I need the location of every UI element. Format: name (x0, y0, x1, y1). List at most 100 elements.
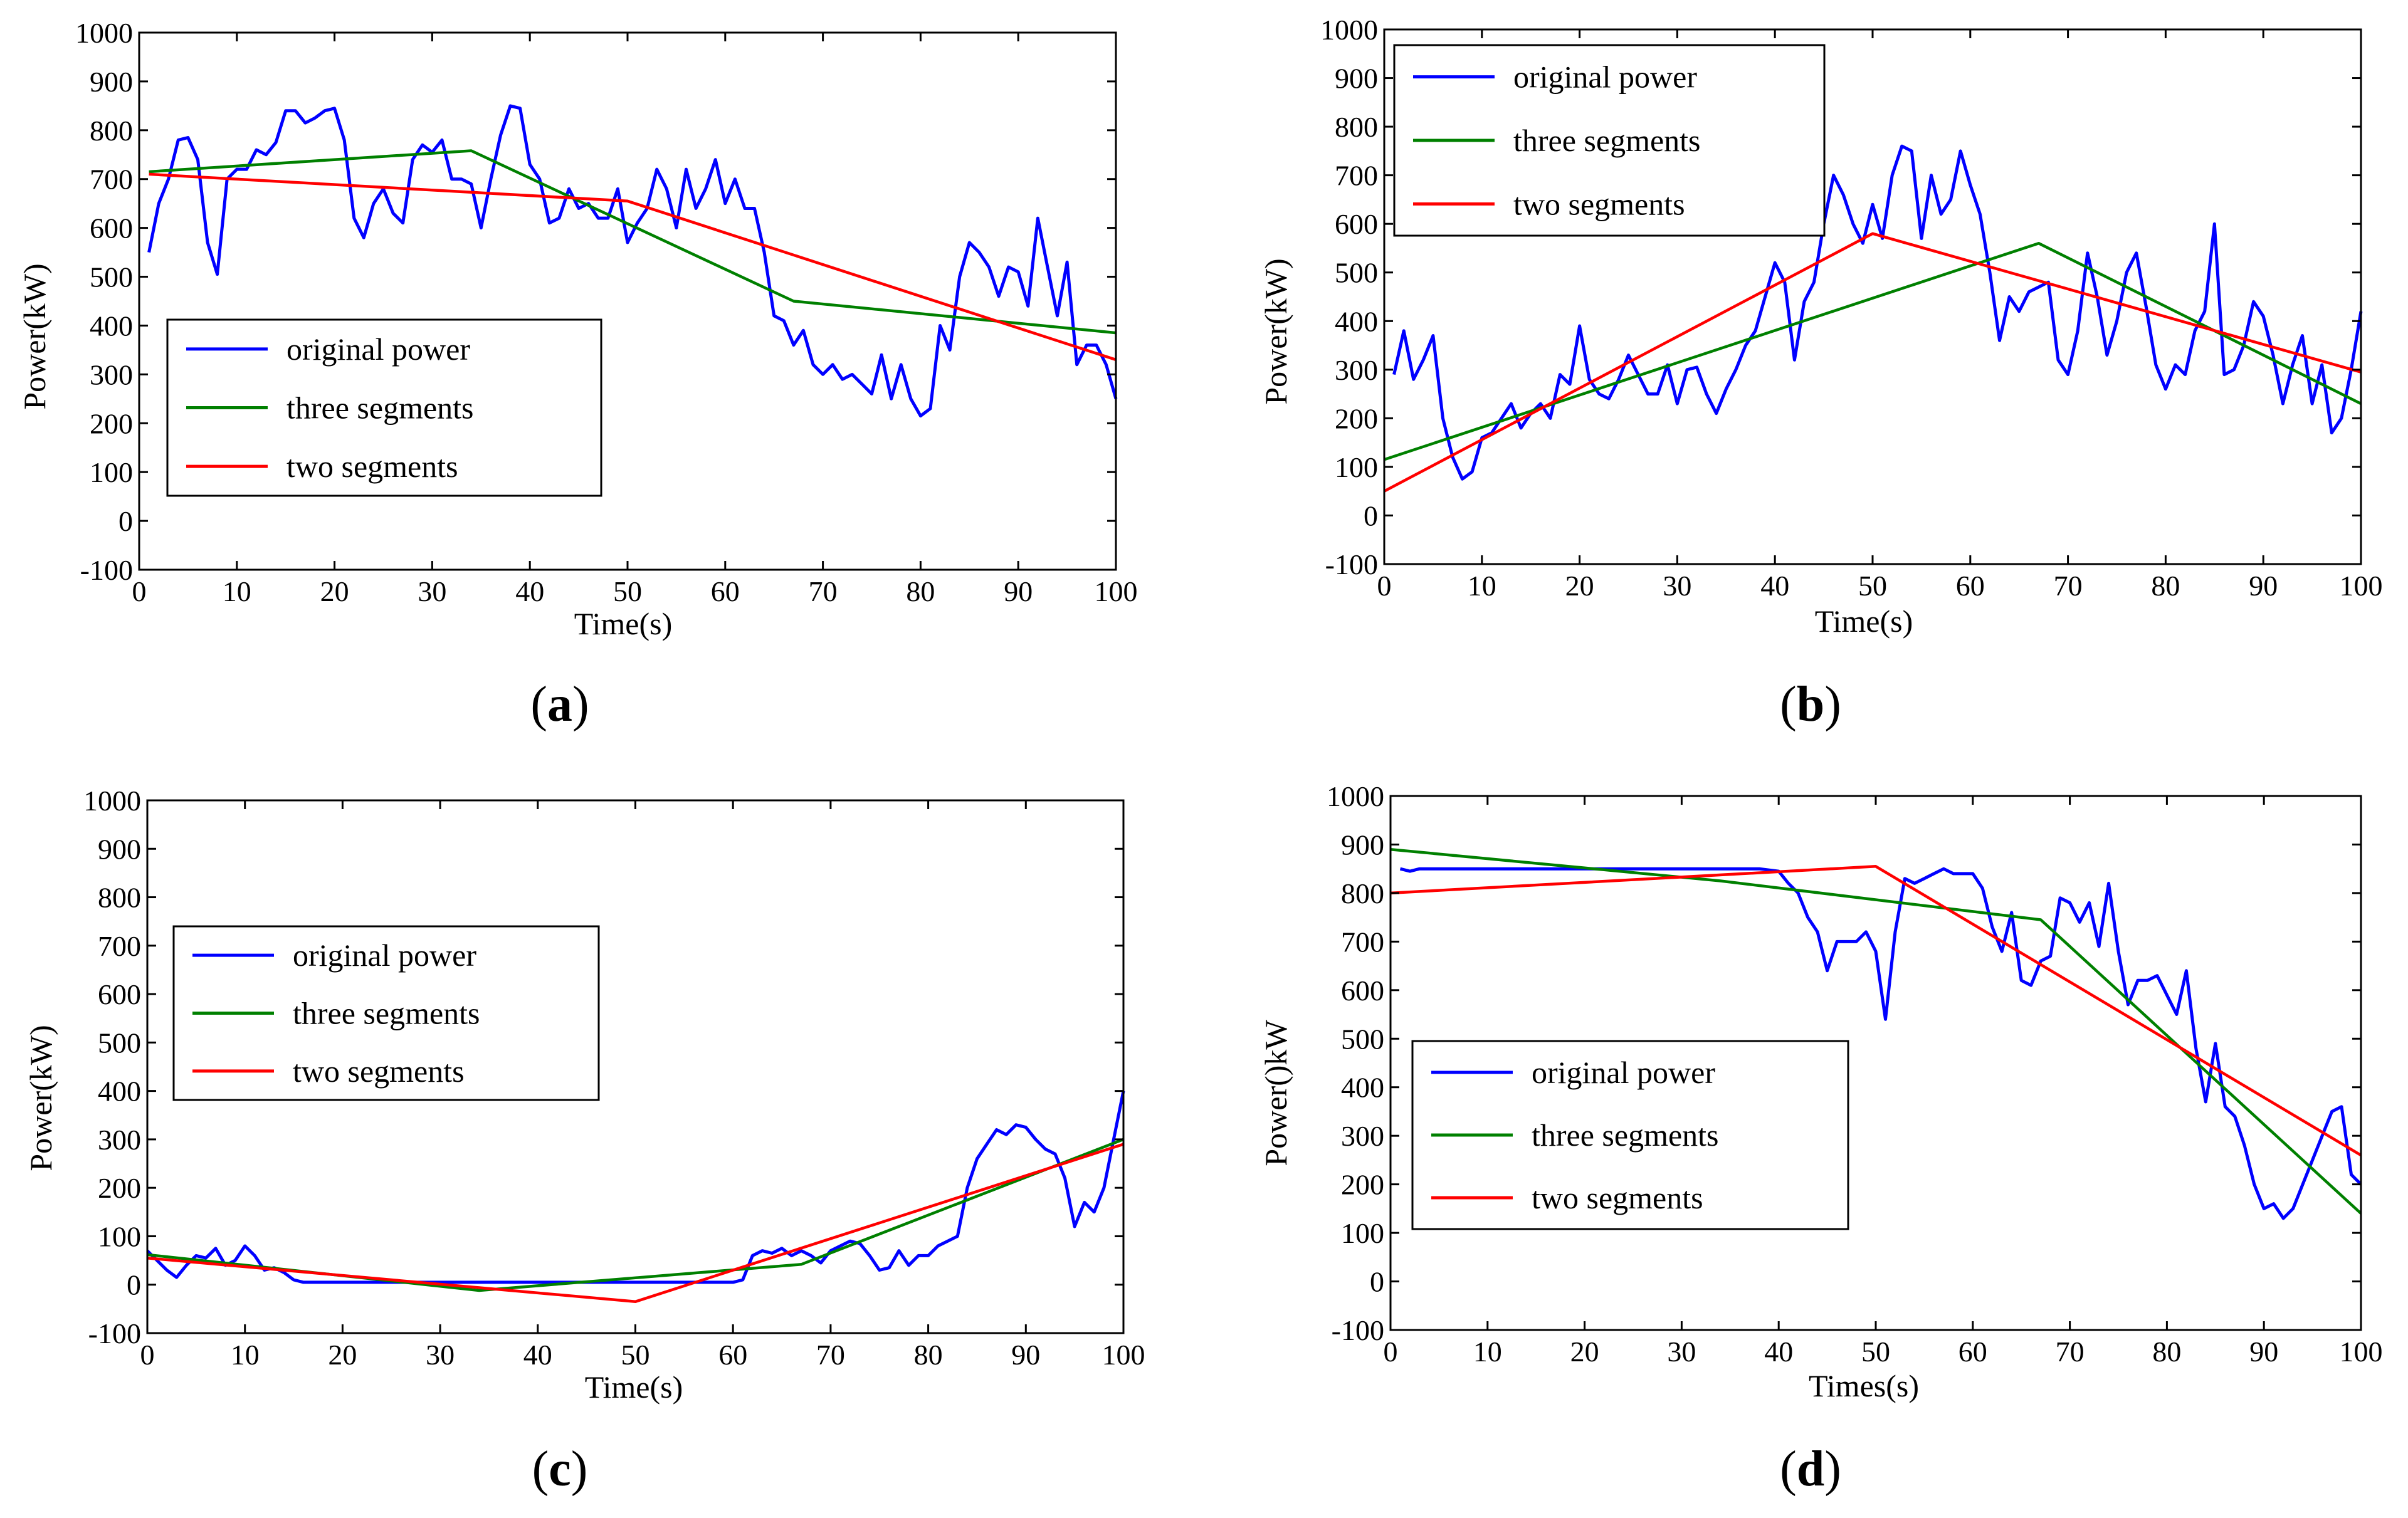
legend-label: original power (287, 332, 470, 367)
y-tick-label: 500 (1341, 1023, 1384, 1055)
series-line-three-segments (149, 149, 1117, 335)
x-tick-label: 0 (1377, 570, 1392, 602)
y-axis-label: Power(kW) (17, 263, 52, 409)
y-tick-label: 0 (1364, 500, 1378, 531)
x-tick-label: 80 (2152, 1336, 2181, 1368)
legend-label: original power (1513, 60, 1697, 95)
legend-label: three segments (1513, 123, 1701, 158)
x-tick-label: 40 (1760, 570, 1789, 602)
x-tick-label: 40 (523, 1339, 552, 1371)
x-tick-label: 90 (2249, 1336, 2278, 1368)
y-tick-label: 500 (98, 1027, 141, 1059)
y-tick-label: 1000 (75, 17, 133, 49)
x-tick-label: 60 (718, 1339, 747, 1371)
y-tick-label: 700 (1341, 926, 1384, 958)
x-tick-label: 30 (1667, 1336, 1696, 1368)
panel-label: (b) (1780, 677, 1841, 732)
x-tick-label: 100 (2340, 570, 2383, 602)
legend: original power three segments two segments (1393, 44, 1826, 237)
x-axis-label: Times(s) (1809, 1368, 1919, 1403)
y-tick-label: 600 (98, 978, 141, 1010)
x-tick-label: 70 (816, 1339, 845, 1371)
y-tick-label: 1000 (83, 785, 141, 817)
series-line-original-power (1392, 144, 2363, 481)
x-tick-label: 80 (2151, 570, 2180, 602)
x-tick-label: 0 (140, 1339, 155, 1371)
y-tick-label: 400 (90, 310, 133, 342)
series-line-two-segments (1390, 865, 2362, 1157)
legend: original power three segments two segments (1411, 1040, 1849, 1230)
y-tick-label: 1000 (1327, 780, 1384, 812)
y-tick-label: 300 (90, 359, 133, 390)
y-tick-label: 300 (1335, 354, 1378, 386)
series-line-two-segments (147, 1143, 1124, 1304)
x-tick-label: 20 (320, 575, 349, 607)
y-axis-label: Power()kW (1258, 1020, 1293, 1166)
series-line-two-segments (149, 172, 1117, 362)
chart-panel-a: Time(s) Power(kW) (a) 0 10 20 30 40 50 60 70 80 9… (17, 17, 1138, 732)
x-tick-label: 10 (1473, 1336, 1502, 1368)
x-tick-label: 80 (906, 575, 935, 607)
series-line-original-power (1399, 867, 2362, 1220)
series-line-original-power (147, 104, 1118, 418)
y-tick-label: 900 (98, 833, 141, 865)
y-tick-label: -100 (80, 554, 133, 586)
x-tick-label: 70 (2054, 570, 2083, 602)
y-tick-label: -100 (88, 1317, 141, 1349)
y-tick-label: -100 (1325, 548, 1378, 580)
y-tick-label: 100 (1335, 451, 1378, 483)
x-tick-label: 30 (426, 1339, 455, 1371)
legend-label: original power (1532, 1055, 1715, 1090)
legend-label: three segments (287, 390, 474, 426)
x-tick-label: 70 (809, 575, 838, 607)
y-tick-label: -100 (1332, 1314, 1384, 1346)
y-tick-label: 200 (1341, 1169, 1384, 1201)
y-tick-label: 800 (1341, 877, 1384, 909)
y-tick-label: 800 (1335, 111, 1378, 143)
x-tick-label: 50 (621, 1339, 650, 1371)
series-line-two-segments (1383, 232, 2362, 493)
chart-panel-d: Times(s) Power()kW (d) 0 10 20 30 40 50 60 70 80… (1258, 780, 2383, 1497)
y-tick-label: 1000 (1320, 14, 1378, 46)
chart-panel-b: Time(s) Power(kW) (b) 0 10 20 30 40 50 60 70 80 9… (1258, 14, 2383, 732)
legend: original power three segments two segments (166, 318, 602, 497)
x-tick-label: 60 (1956, 570, 1985, 602)
y-tick-label: 700 (1335, 160, 1378, 192)
y-tick-label: 0 (1370, 1266, 1384, 1298)
series-line-three-segments (1384, 241, 2362, 461)
y-tick-label: 600 (1341, 975, 1384, 1007)
x-tick-label: 60 (711, 575, 740, 607)
legend: original power three segments two segments (172, 925, 600, 1101)
legend-label: two segments (1532, 1180, 1703, 1215)
chart-panel-c: Time(s) Power(kW) (c) 0 10 20 30 40 50 60 70 80 9… (23, 785, 1145, 1497)
x-tick-label: 20 (1570, 1336, 1599, 1368)
x-tick-label: 10 (1468, 570, 1496, 602)
x-tick-label: 30 (1663, 570, 1691, 602)
y-tick-label: 200 (90, 407, 133, 439)
y-tick-label: 700 (98, 930, 141, 962)
x-tick-label: 90 (1011, 1339, 1040, 1371)
y-tick-label: 500 (90, 261, 133, 293)
y-tick-label: 900 (1335, 63, 1378, 95)
series-line-three-segments (1390, 847, 2362, 1215)
y-axis-label: Power(kW) (23, 1025, 58, 1171)
y-tick-label: 300 (98, 1124, 141, 1156)
x-tick-label: 80 (914, 1339, 943, 1371)
y-tick-label: 700 (90, 164, 133, 196)
y-axis-label: Power(kW) (1258, 258, 1293, 404)
x-tick-label: 20 (328, 1339, 357, 1371)
y-tick-label: 100 (1341, 1217, 1384, 1249)
x-tick-label: 50 (613, 575, 642, 607)
panel-label: (a) (530, 677, 589, 732)
y-tick-label: 200 (1335, 402, 1378, 434)
x-axis-label: Time(s) (574, 606, 673, 641)
x-tick-label: 10 (223, 575, 251, 607)
x-tick-label: 60 (1958, 1336, 1987, 1368)
y-tick-label: 100 (90, 456, 133, 488)
y-tick-label: 900 (90, 66, 133, 98)
x-tick-label: 0 (132, 575, 147, 607)
x-tick-label: 50 (1858, 570, 1887, 602)
y-tick-label: 900 (1341, 829, 1384, 861)
panel-label: (c) (532, 1442, 588, 1497)
